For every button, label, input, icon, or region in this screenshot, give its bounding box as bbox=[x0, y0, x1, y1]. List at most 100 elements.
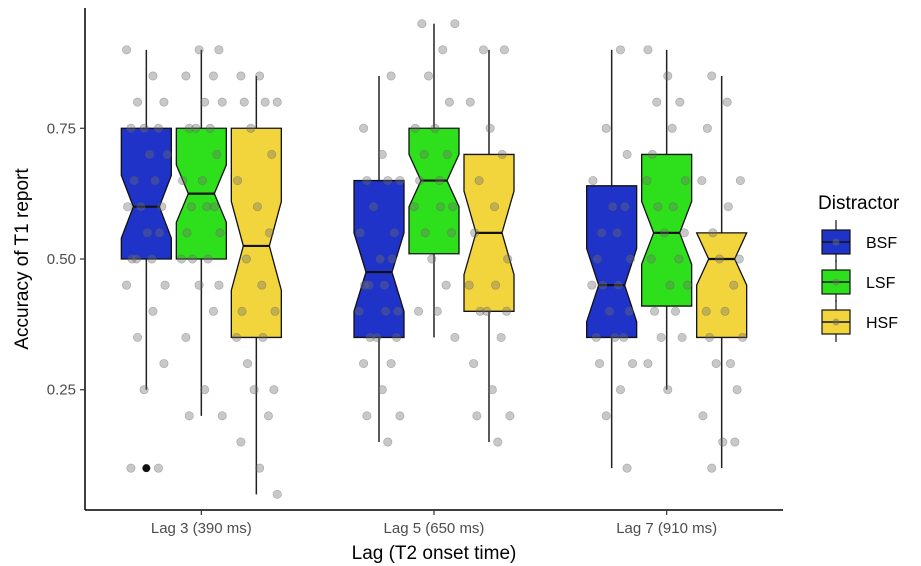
data-point bbox=[208, 71, 218, 81]
data-point bbox=[148, 71, 158, 81]
data-point bbox=[588, 176, 598, 186]
data-point bbox=[722, 97, 732, 107]
data-point bbox=[147, 254, 157, 264]
data-point bbox=[260, 97, 270, 107]
box-body bbox=[230, 127, 282, 339]
data-point bbox=[270, 306, 280, 316]
data-point bbox=[150, 176, 160, 186]
data-point bbox=[409, 202, 419, 212]
data-point bbox=[430, 123, 440, 133]
y-ticks: 0.25 0.50 0.75 bbox=[47, 120, 85, 399]
data-point bbox=[622, 149, 632, 159]
data-point bbox=[711, 359, 721, 369]
data-point bbox=[420, 228, 430, 238]
legend-label: HSF bbox=[866, 315, 898, 332]
data-point bbox=[619, 332, 629, 342]
data-point bbox=[469, 359, 479, 369]
data-point bbox=[236, 71, 246, 81]
legend-point bbox=[832, 238, 840, 246]
data-point bbox=[465, 97, 475, 107]
data-point bbox=[131, 254, 141, 264]
data-point bbox=[153, 463, 163, 473]
data-point bbox=[478, 45, 488, 55]
data-point bbox=[252, 202, 262, 212]
data-point bbox=[679, 228, 689, 238]
data-point bbox=[615, 385, 625, 395]
data-point bbox=[438, 45, 448, 55]
data-point bbox=[677, 332, 687, 342]
data-point bbox=[155, 228, 165, 238]
data-point bbox=[423, 71, 433, 81]
data-point bbox=[643, 45, 653, 55]
data-point bbox=[720, 306, 730, 316]
data-point bbox=[447, 228, 457, 238]
data-point bbox=[450, 332, 460, 342]
data-point bbox=[497, 149, 507, 159]
data-point bbox=[598, 280, 608, 290]
data-point bbox=[159, 359, 169, 369]
data-point bbox=[434, 176, 444, 186]
data-point bbox=[707, 463, 717, 473]
data-point bbox=[202, 202, 212, 212]
data-point bbox=[272, 489, 282, 499]
data-point bbox=[604, 306, 614, 316]
data-point bbox=[615, 45, 625, 55]
data-point bbox=[368, 202, 378, 212]
data-point bbox=[148, 306, 158, 316]
data-point bbox=[142, 228, 152, 238]
data-point bbox=[697, 176, 707, 186]
data-point bbox=[620, 202, 630, 212]
data-point bbox=[436, 202, 446, 212]
data-point bbox=[647, 149, 657, 159]
data-point bbox=[708, 228, 718, 238]
data-point bbox=[379, 280, 389, 290]
data-point bbox=[417, 19, 427, 29]
data-point bbox=[665, 280, 675, 290]
box-lsf-3 bbox=[641, 45, 693, 395]
box-body bbox=[408, 127, 460, 255]
data-point bbox=[646, 254, 656, 264]
data-point bbox=[217, 97, 227, 107]
data-point bbox=[475, 306, 485, 316]
data-point bbox=[592, 254, 602, 264]
data-point bbox=[139, 123, 149, 133]
data-point bbox=[182, 228, 192, 238]
data-point bbox=[505, 411, 515, 421]
data-point bbox=[360, 280, 370, 290]
data-point bbox=[383, 437, 393, 447]
box-lsf-1 bbox=[175, 45, 227, 421]
data-point bbox=[485, 123, 495, 133]
legend-point bbox=[832, 278, 840, 286]
data-point bbox=[386, 71, 396, 81]
data-point bbox=[624, 306, 634, 316]
data-point bbox=[441, 280, 451, 290]
data-point bbox=[210, 202, 220, 212]
data-point bbox=[625, 254, 635, 264]
data-point bbox=[729, 280, 739, 290]
data-point bbox=[214, 45, 224, 55]
plot-area bbox=[120, 19, 748, 499]
box-hsf-1 bbox=[230, 71, 282, 499]
data-point bbox=[364, 280, 374, 290]
box-body bbox=[695, 232, 748, 339]
data-point bbox=[496, 332, 506, 342]
legend-item-bsf: BSF bbox=[821, 220, 897, 262]
data-point bbox=[395, 411, 405, 421]
x-tick-label: Lag 3 (390 ms) bbox=[151, 520, 252, 537]
data-point bbox=[194, 45, 204, 55]
data-point bbox=[718, 437, 728, 447]
data-point bbox=[381, 306, 391, 316]
data-point bbox=[212, 149, 222, 159]
data-point bbox=[383, 176, 393, 186]
data-point bbox=[233, 176, 243, 186]
data-point bbox=[595, 359, 605, 369]
data-point bbox=[365, 332, 375, 342]
data-point bbox=[208, 306, 218, 316]
data-point bbox=[652, 97, 662, 107]
data-point bbox=[177, 254, 187, 264]
data-point bbox=[122, 280, 132, 290]
box-body bbox=[353, 179, 405, 339]
data-point bbox=[702, 123, 712, 133]
data-point bbox=[482, 306, 492, 316]
